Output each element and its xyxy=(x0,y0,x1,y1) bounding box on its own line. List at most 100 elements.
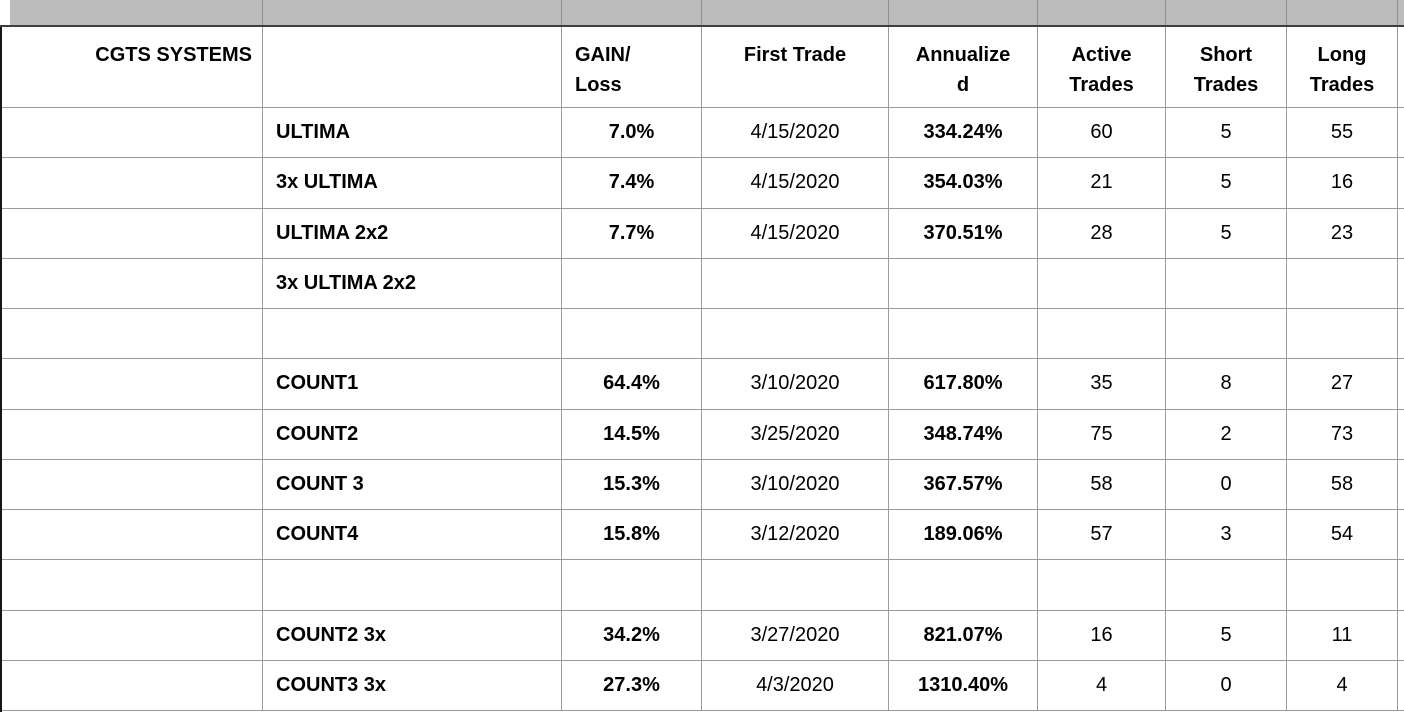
cell-first[interactable]: 3/27/2020 xyxy=(702,610,889,661)
cell-name[interactable]: COUNT 3 xyxy=(263,459,562,510)
cell-name[interactable]: ULTIMA xyxy=(263,108,562,159)
cell-gain[interactable]: 15.3% xyxy=(562,459,702,510)
cell-annual[interactable]: 1310.40% xyxy=(889,660,1038,711)
cell-name[interactable] xyxy=(263,560,562,611)
cell-name[interactable]: 3x ULTIMA xyxy=(263,158,562,209)
cell-group[interactable] xyxy=(0,359,263,410)
cell-annual[interactable]: 821.07% xyxy=(889,610,1038,661)
header-long[interactable]: Long Trades xyxy=(1287,27,1398,108)
column-header-segment[interactable] xyxy=(702,0,889,25)
cell-group[interactable] xyxy=(0,309,263,360)
cell-group[interactable] xyxy=(0,560,263,611)
cell-group[interactable] xyxy=(0,208,263,259)
cell-long[interactable]: 23 xyxy=(1287,208,1398,259)
cell-first[interactable]: 3/12/2020 xyxy=(702,510,889,561)
cell-name[interactable]: COUNT3 3x xyxy=(263,660,562,711)
header-active[interactable]: Active Trades xyxy=(1038,27,1166,108)
column-header-segment[interactable] xyxy=(562,0,702,25)
cell-first[interactable]: 3/10/2020 xyxy=(702,359,889,410)
cell-short[interactable] xyxy=(1166,560,1287,611)
cell-gain[interactable]: 7.4% xyxy=(562,158,702,209)
cell-annual[interactable] xyxy=(889,560,1038,611)
cell-first[interactable]: 4/15/2020 xyxy=(702,158,889,209)
cell-gain[interactable]: 34.2% xyxy=(562,610,702,661)
header-group[interactable]: CGTS SYSTEMS xyxy=(0,27,263,108)
cell-long[interactable] xyxy=(1287,309,1398,360)
cell-long[interactable]: 16 xyxy=(1287,158,1398,209)
cell-short[interactable]: 5 xyxy=(1166,108,1287,159)
cell-group[interactable] xyxy=(0,108,263,159)
cell-group[interactable] xyxy=(0,510,263,561)
cell-name[interactable]: ULTIMA 2x2 xyxy=(263,208,562,259)
cell-long[interactable]: 73 xyxy=(1287,409,1398,460)
cell-first[interactable]: 4/15/2020 xyxy=(702,108,889,159)
cell-first[interactable] xyxy=(702,309,889,360)
cell-gain[interactable]: 64.4% xyxy=(562,359,702,410)
cell-first[interactable]: 4/15/2020 xyxy=(702,208,889,259)
cell-annual[interactable] xyxy=(889,258,1038,309)
cell-annual[interactable]: 334.24% xyxy=(889,108,1038,159)
header-gain[interactable]: GAIN/Loss xyxy=(562,27,702,108)
cell-gain[interactable] xyxy=(562,309,702,360)
cell-annual[interactable] xyxy=(889,309,1038,360)
cell-name[interactable]: COUNT2 xyxy=(263,409,562,460)
cell-gain[interactable]: 7.0% xyxy=(562,108,702,159)
cell-group[interactable] xyxy=(0,660,263,711)
cell-active[interactable]: 35 xyxy=(1038,359,1166,410)
cell-active[interactable]: 16 xyxy=(1038,610,1166,661)
cell-short[interactable] xyxy=(1166,309,1287,360)
cell-first[interactable] xyxy=(702,258,889,309)
cell-group[interactable] xyxy=(0,459,263,510)
header-annual[interactable]: Annualize d xyxy=(889,27,1038,108)
cell-short[interactable]: 3 xyxy=(1166,510,1287,561)
column-header-segment[interactable] xyxy=(1398,0,1404,25)
cell-active[interactable] xyxy=(1038,309,1166,360)
cell-annual[interactable]: 367.57% xyxy=(889,459,1038,510)
cell-long[interactable]: 4 xyxy=(1287,660,1398,711)
column-header-segment[interactable] xyxy=(1166,0,1287,25)
cell-active[interactable] xyxy=(1038,560,1166,611)
cell-group[interactable] xyxy=(0,258,263,309)
cell-group[interactable] xyxy=(0,158,263,209)
cell-name[interactable] xyxy=(263,309,562,360)
cell-long[interactable]: 27 xyxy=(1287,359,1398,410)
cell-long[interactable]: 11 xyxy=(1287,610,1398,661)
header-name[interactable] xyxy=(263,27,562,108)
cell-annual[interactable]: 354.03% xyxy=(889,158,1038,209)
column-header-segment[interactable] xyxy=(1287,0,1398,25)
cell-short[interactable]: 5 xyxy=(1166,208,1287,259)
cell-gain[interactable]: 27.3% xyxy=(562,660,702,711)
cell-name[interactable]: 3x ULTIMA 2x2 xyxy=(263,258,562,309)
cell-gain[interactable] xyxy=(562,258,702,309)
cell-long[interactable]: 55 xyxy=(1287,108,1398,159)
header-short[interactable]: Short Trades xyxy=(1166,27,1287,108)
cell-first[interactable]: 3/10/2020 xyxy=(702,459,889,510)
cell-annual[interactable]: 617.80% xyxy=(889,359,1038,410)
cell-gain[interactable]: 7.7% xyxy=(562,208,702,259)
cell-long[interactable]: 58 xyxy=(1287,459,1398,510)
cell-active[interactable]: 57 xyxy=(1038,510,1166,561)
column-header-segment[interactable] xyxy=(10,0,263,25)
column-header-segment[interactable] xyxy=(263,0,562,25)
cell-group[interactable] xyxy=(0,610,263,661)
header-first[interactable]: First Trade xyxy=(702,27,889,108)
cell-active[interactable]: 28 xyxy=(1038,208,1166,259)
cell-gain[interactable] xyxy=(562,560,702,611)
cell-annual[interactable]: 348.74% xyxy=(889,409,1038,460)
cell-first[interactable] xyxy=(702,560,889,611)
cell-name[interactable]: COUNT4 xyxy=(263,510,562,561)
cell-annual[interactable]: 189.06% xyxy=(889,510,1038,561)
cell-short[interactable] xyxy=(1166,258,1287,309)
cell-short[interactable]: 5 xyxy=(1166,610,1287,661)
cell-first[interactable]: 3/25/2020 xyxy=(702,409,889,460)
cell-long[interactable] xyxy=(1287,258,1398,309)
cell-short[interactable]: 8 xyxy=(1166,359,1287,410)
cell-name[interactable]: COUNT1 xyxy=(263,359,562,410)
cell-gain[interactable]: 15.8% xyxy=(562,510,702,561)
cell-long[interactable] xyxy=(1287,560,1398,611)
cell-short[interactable]: 5 xyxy=(1166,158,1287,209)
cell-group[interactable] xyxy=(0,409,263,460)
cell-active[interactable]: 58 xyxy=(1038,459,1166,510)
cell-active[interactable]: 75 xyxy=(1038,409,1166,460)
cell-long[interactable]: 54 xyxy=(1287,510,1398,561)
